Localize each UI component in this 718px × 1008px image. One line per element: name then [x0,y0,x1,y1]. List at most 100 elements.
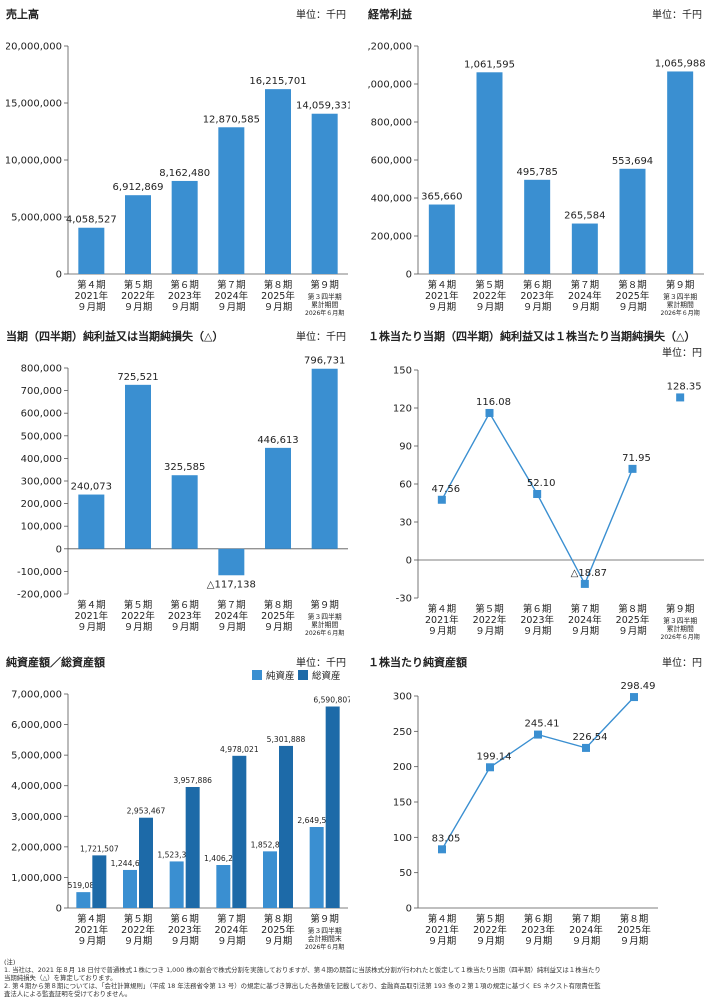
ordinary-bar [428,204,455,274]
assets-chart-panel: 純資産額／総資産額 単位：千円 0 1,000,000 2,000,000 3,000… [6,654,350,956]
sales-ytick-label: 0 [56,270,62,281]
netincome-ytick-label: -200,000 [17,590,62,601]
assets-bar-net-assets [169,861,184,908]
assets-category-label: ９月期 [124,936,153,947]
bps-category-label: 第４期 [428,913,457,925]
ordinary-data-label: 553,694 [612,156,653,167]
eps-point [485,408,494,417]
bps-point [630,693,638,702]
eps-category-label: 2021年 [425,614,459,626]
ordinary-data-label: 1,065,988 [655,58,706,69]
assets-chart-title: 純資産額／総資産額 [6,656,105,669]
eps-category-label: ９月期 [618,626,647,637]
ordinary-category-label: ９月期 [618,302,647,313]
ordinary-category-label: ９月期 [571,302,600,313]
ordinary-profit-unit-label: 単位：千円 [652,10,702,21]
netincome-bar [311,368,338,549]
assets-category-label: ９月期 [170,936,199,947]
eps-category-label: 第７期 [571,603,600,615]
assets-chart: 0 1,000,000 2,000,000 3,000,000 4,000,000 5,0… [11,670,350,951]
assets-ytick-label: 7,000,000 [11,690,62,701]
sales-category-label: 第３四半期 [308,292,342,301]
sales-category-label: 第４期 [77,279,106,291]
netincome-category-label: 第９期 [310,599,339,611]
sales-category-label: ９月期 [170,302,199,313]
bps-unit-label: 単位：円 [662,658,702,669]
bps-category-label: 2022年 [473,924,507,936]
assets-ytick-label: 1,000,000 [11,873,62,884]
netincome-bar [218,548,245,576]
bps-category-label: 2023年 [521,924,555,936]
netincome-data-label: 325,585 [164,462,205,473]
netincome-category-label: 2026年６月期 [305,629,344,637]
sales-bar [265,89,291,274]
eps-point [580,579,589,588]
netincome-bar [171,475,198,549]
netincome-category-label: 累計期間 [311,620,338,629]
ordinary-category-label: 第４期 [428,279,457,291]
sales-chart-panel: 売上高 単位：千円 0 5,000,000 10,000,000 15,000,000… [6,6,350,320]
assets-ytick-label: 5,000,000 [11,751,62,762]
ordinary-ytick-label: 600,000 [371,156,412,167]
ordinary-category-label: 累計期間 [667,300,694,309]
netincome-bar [265,447,291,549]
netincome-category-label: 2024年 [214,610,248,622]
assets-bar-net-assets [309,826,324,908]
bps-category-label: 2021年 [425,924,459,936]
assets-category-label: 第４期 [77,913,106,925]
legend-swatch-net-assets [252,670,262,680]
assets-bar-total-assets [185,787,200,908]
eps-category-label: 第９期 [666,603,695,615]
ordinary-category-label: ９月期 [428,302,457,313]
ordinary-data-label: 365,660 [421,192,462,203]
eps-chart-panel: １株当たり当期（四半期）純利益又は１株当たり当期純損失（△） 単位：円 -30 0… [368,328,712,648]
eps-category-label: 第５期 [475,603,504,615]
ordinary-category-label: 2023年 [520,290,554,302]
netincome-data-label: 240,073 [71,482,112,493]
net-income-unit-label: 単位：千円 [296,332,346,343]
ordinary-category-label: 2026年６月期 [661,309,700,317]
sales-unit-label: 単位：千円 [296,10,346,21]
netincome-category-label: 2022年 [121,610,155,622]
bps-data-label: 83.05 [432,833,461,844]
assets-category-label: 第６期 [170,913,199,925]
notes-heading: (注) [4,958,16,966]
legend-label-total-assets: 総資産 [312,670,341,682]
assets-bar-total-assets [139,817,153,908]
ordinary-profit-chart-panel: 経常利益 単位：千円 0 200,000 400,000 600,000 800,000… [368,6,712,320]
assets-data-label: 1,244,605 [111,859,150,868]
ordinary-category-label: 2021年 [425,290,459,302]
assets-bar-net-assets [263,851,277,908]
ordinary-ytick-label: 800,000 [371,118,412,129]
ordinary-ytick-label: 200,000 [371,232,412,243]
ordinary-category-label: ９月期 [475,302,504,313]
assets-category-label: 会計期間末 [308,934,342,943]
bps-category-label: ９月期 [524,936,553,947]
sales-category-label: 2023年 [168,290,202,302]
bps-chart: 050100150200250300第４期2021年９月期第５期2022年９月期… [393,681,658,947]
assets-unit-label: 単位：千円 [296,658,346,669]
eps-point [437,495,446,504]
ordinary-data-label: 495,785 [516,167,557,178]
eps-data-label: △18.87 [571,568,607,579]
bps-category-label: ９月期 [428,936,457,947]
assets-ytick-label: 6,000,000 [11,720,62,731]
bps-data-label: 298.49 [621,681,656,692]
assets-category-label: ９月期 [217,936,246,947]
bps-point [486,763,494,772]
sales-bar [171,180,198,274]
netincome-category-label: ９月期 [124,622,153,633]
bps-ytick-label: 0 [406,904,412,915]
ordinary-data-label: 265,584 [564,211,605,222]
eps-point [628,464,637,473]
assets-category-label: 2024年 [214,924,248,936]
ordinary-ytick-label: 0 [406,270,412,281]
eps-category-label: 2025年 [616,614,650,626]
bps-chart-title: １株当たり純資産額 [368,656,467,669]
eps-chart-title: １株当たり当期（四半期）純利益又は１株当たり当期純損失（△） [368,330,696,343]
sales-category-label: 2021年 [74,290,108,302]
netincome-ytick-label: 600,000 [21,409,62,420]
eps-data-label: 71.95 [622,453,651,464]
ordinary-bar [524,179,551,274]
netincome-ytick-label: 300,000 [21,477,62,488]
